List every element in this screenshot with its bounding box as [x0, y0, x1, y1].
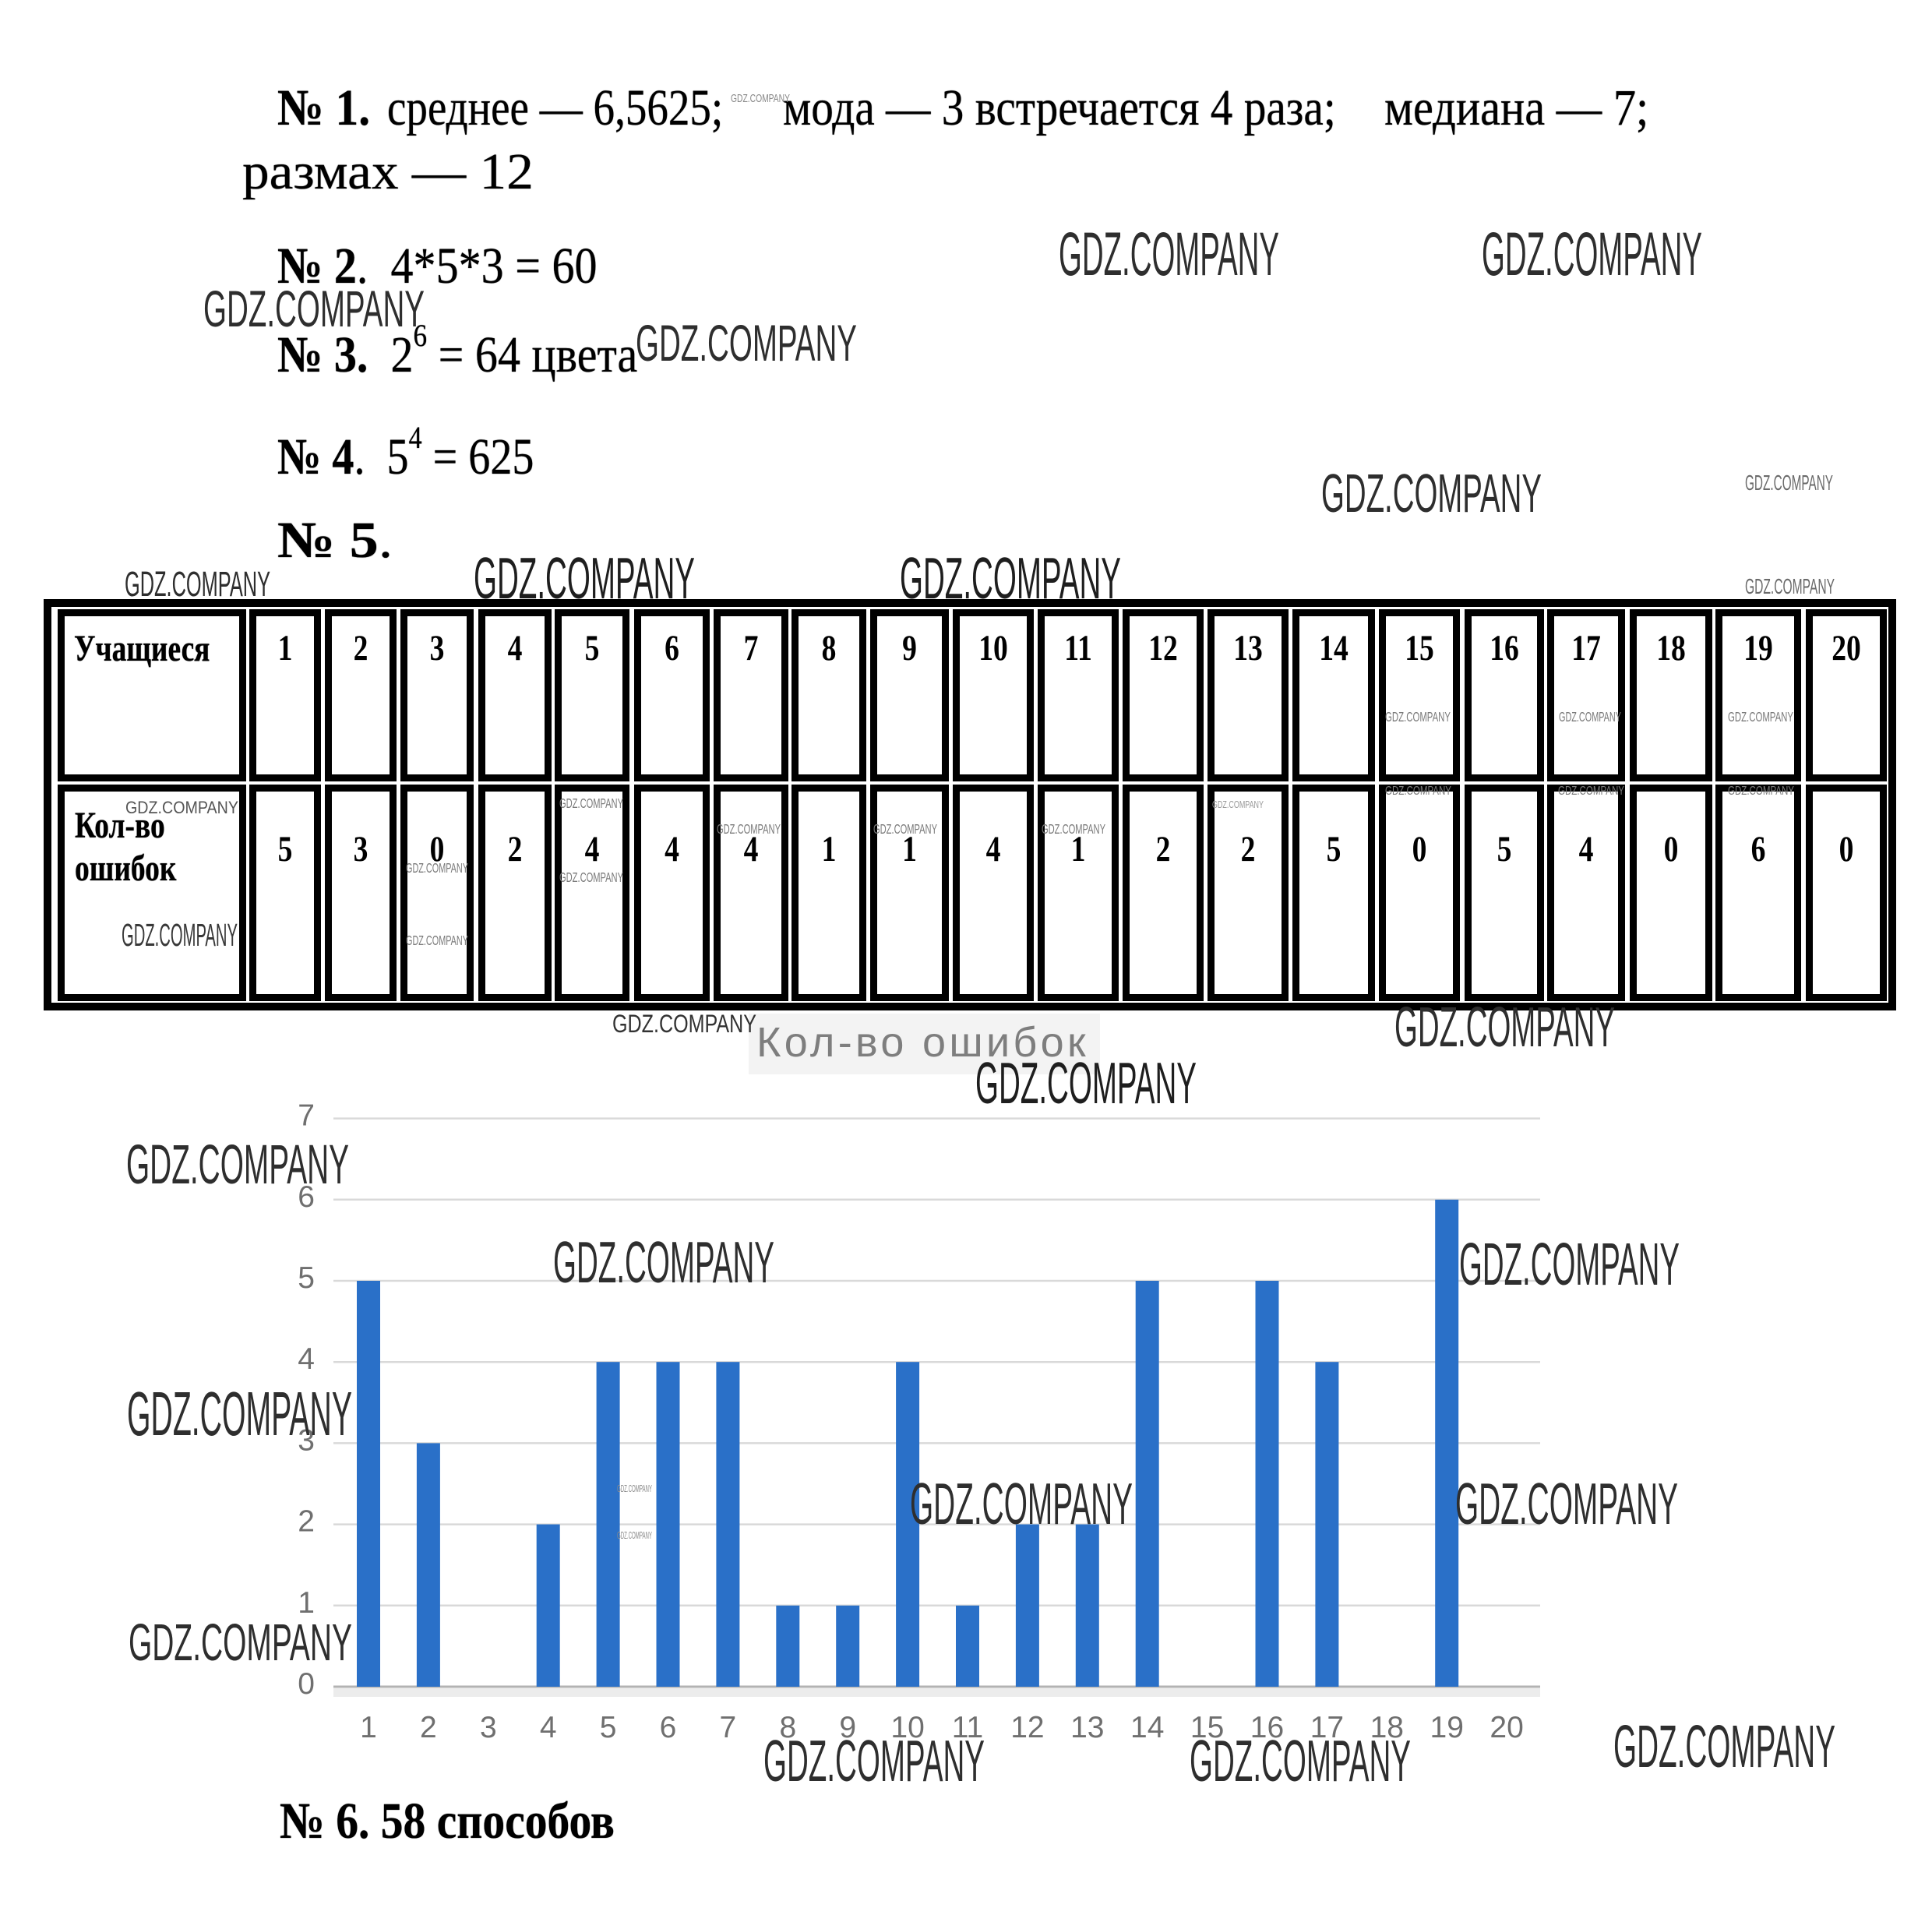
- svg-text:GDZ.COMPANY: GDZ.COMPANY: [1321, 463, 1542, 524]
- svg-text:GDZ.COMPANY: GDZ.COMPANY: [203, 280, 425, 337]
- svg-text:GDZ.COMPANY: GDZ.COMPANY: [900, 546, 1121, 612]
- svg-text:14: 14: [1130, 1711, 1164, 1744]
- svg-text:15: 15: [1190, 1711, 1224, 1744]
- svg-text:GDZ.COMPANY: GDZ.COMPANY: [731, 93, 790, 105]
- svg-text:GDZ.COMPANY: GDZ.COMPANY: [127, 1379, 352, 1448]
- svg-text:6: 6: [298, 1180, 315, 1214]
- svg-text:3: 3: [480, 1711, 497, 1744]
- svg-text:GDZ.COMPANY: GDZ.COMPANY: [559, 869, 623, 885]
- svg-text:GDZ.COMPANY: GDZ.COMPANY: [1042, 821, 1105, 837]
- svg-text:GDZ.COMPANY: GDZ.COMPANY: [129, 1613, 352, 1672]
- svg-text:4: 4: [540, 1711, 557, 1744]
- svg-text:17: 17: [1310, 1711, 1344, 1744]
- svg-text:GDZ.COMPANY: GDZ.COMPANY: [474, 546, 695, 612]
- svg-text:GDZ.COMPANY: GDZ.COMPANY: [553, 1230, 774, 1296]
- svg-text:0: 0: [298, 1667, 315, 1701]
- svg-text:GDZ.COMPANY: GDZ.COMPANY: [1728, 785, 1794, 798]
- svg-text:7: 7: [720, 1711, 737, 1744]
- svg-text:18: 18: [1370, 1711, 1404, 1744]
- svg-text:GDZ.COMPANY: GDZ.COMPANY: [1385, 785, 1451, 798]
- svg-text:12: 12: [1010, 1711, 1044, 1744]
- svg-text:11: 11: [952, 1711, 984, 1744]
- svg-text:19: 19: [1430, 1711, 1464, 1744]
- svg-text:GDZ.COMPANY: GDZ.COMPANY: [873, 821, 937, 837]
- svg-text:GDZ.COMPANY: GDZ.COMPANY: [1059, 220, 1279, 288]
- svg-text:2: 2: [298, 1505, 315, 1539]
- svg-text:4: 4: [298, 1342, 315, 1376]
- svg-text:GDZ.COMPANY: GDZ.COMPANY: [1745, 574, 1835, 598]
- svg-text:GDZ.COMPANY: GDZ.COMPANY: [1385, 709, 1451, 725]
- svg-text:8: 8: [779, 1711, 796, 1744]
- svg-text:20: 20: [1490, 1711, 1523, 1744]
- svg-text:GDZ.COMPANY: GDZ.COMPANY: [125, 798, 238, 817]
- svg-text:13: 13: [1070, 1711, 1104, 1744]
- svg-text:2: 2: [420, 1711, 437, 1744]
- svg-text:GDZ.COMPANY: GDZ.COMPANY: [617, 1529, 652, 1541]
- svg-text:GDZ.COMPANY: GDZ.COMPANY: [125, 564, 270, 604]
- svg-text:9: 9: [839, 1711, 856, 1744]
- svg-text:GDZ.COMPANY: GDZ.COMPANY: [1212, 799, 1264, 810]
- svg-text:GDZ.COMPANY: GDZ.COMPANY: [1459, 1231, 1680, 1298]
- svg-text:GDZ.COMPANY: GDZ.COMPANY: [617, 1483, 652, 1494]
- svg-text:GDZ.COMPANY: GDZ.COMPANY: [717, 821, 781, 837]
- svg-text:GDZ.COMPANY: GDZ.COMPANY: [1455, 1472, 1678, 1537]
- svg-text:10: 10: [890, 1711, 924, 1744]
- svg-text:GDZ.COMPANY: GDZ.COMPANY: [559, 795, 623, 811]
- svg-text:16: 16: [1250, 1711, 1284, 1744]
- svg-text:1: 1: [298, 1586, 315, 1620]
- svg-text:GDZ.COMPANY: GDZ.COMPANY: [1482, 220, 1702, 288]
- svg-text:5: 5: [600, 1711, 617, 1744]
- svg-text:GDZ.COMPANY: GDZ.COMPANY: [406, 860, 468, 876]
- svg-text:7: 7: [298, 1099, 315, 1133]
- svg-text:GDZ.COMPANY: GDZ.COMPANY: [406, 933, 468, 948]
- svg-text:GDZ.COMPANY: GDZ.COMPANY: [1728, 709, 1793, 725]
- svg-text:5: 5: [298, 1261, 315, 1295]
- svg-text:GDZ.COMPANY: GDZ.COMPANY: [122, 917, 238, 953]
- svg-text:1: 1: [360, 1711, 377, 1744]
- svg-text:GDZ.COMPANY: GDZ.COMPANY: [1613, 1713, 1835, 1780]
- svg-text:6: 6: [660, 1711, 677, 1744]
- svg-text:3: 3: [298, 1423, 315, 1457]
- svg-text:GDZ.COMPANY: GDZ.COMPANY: [975, 1051, 1197, 1116]
- svg-text:GDZ.COMPANY: GDZ.COMPANY: [636, 315, 857, 372]
- svg-text:GDZ.COMPANY: GDZ.COMPANY: [1559, 709, 1621, 725]
- svg-text:GDZ.COMPANY: GDZ.COMPANY: [1745, 471, 1833, 495]
- svg-text:GDZ.COMPANY: GDZ.COMPANY: [126, 1134, 349, 1196]
- svg-text:GDZ.COMPANY: GDZ.COMPANY: [612, 1010, 756, 1038]
- svg-text:GDZ.COMPANY: GDZ.COMPANY: [1558, 785, 1624, 798]
- svg-text:GDZ.COMPANY: GDZ.COMPANY: [910, 1472, 1133, 1537]
- svg-text:GDZ.COMPANY: GDZ.COMPANY: [1190, 1729, 1411, 1794]
- svg-text:GDZ.COMPANY: GDZ.COMPANY: [763, 1729, 985, 1794]
- svg-text:GDZ.COMPANY: GDZ.COMPANY: [1394, 996, 1615, 1059]
